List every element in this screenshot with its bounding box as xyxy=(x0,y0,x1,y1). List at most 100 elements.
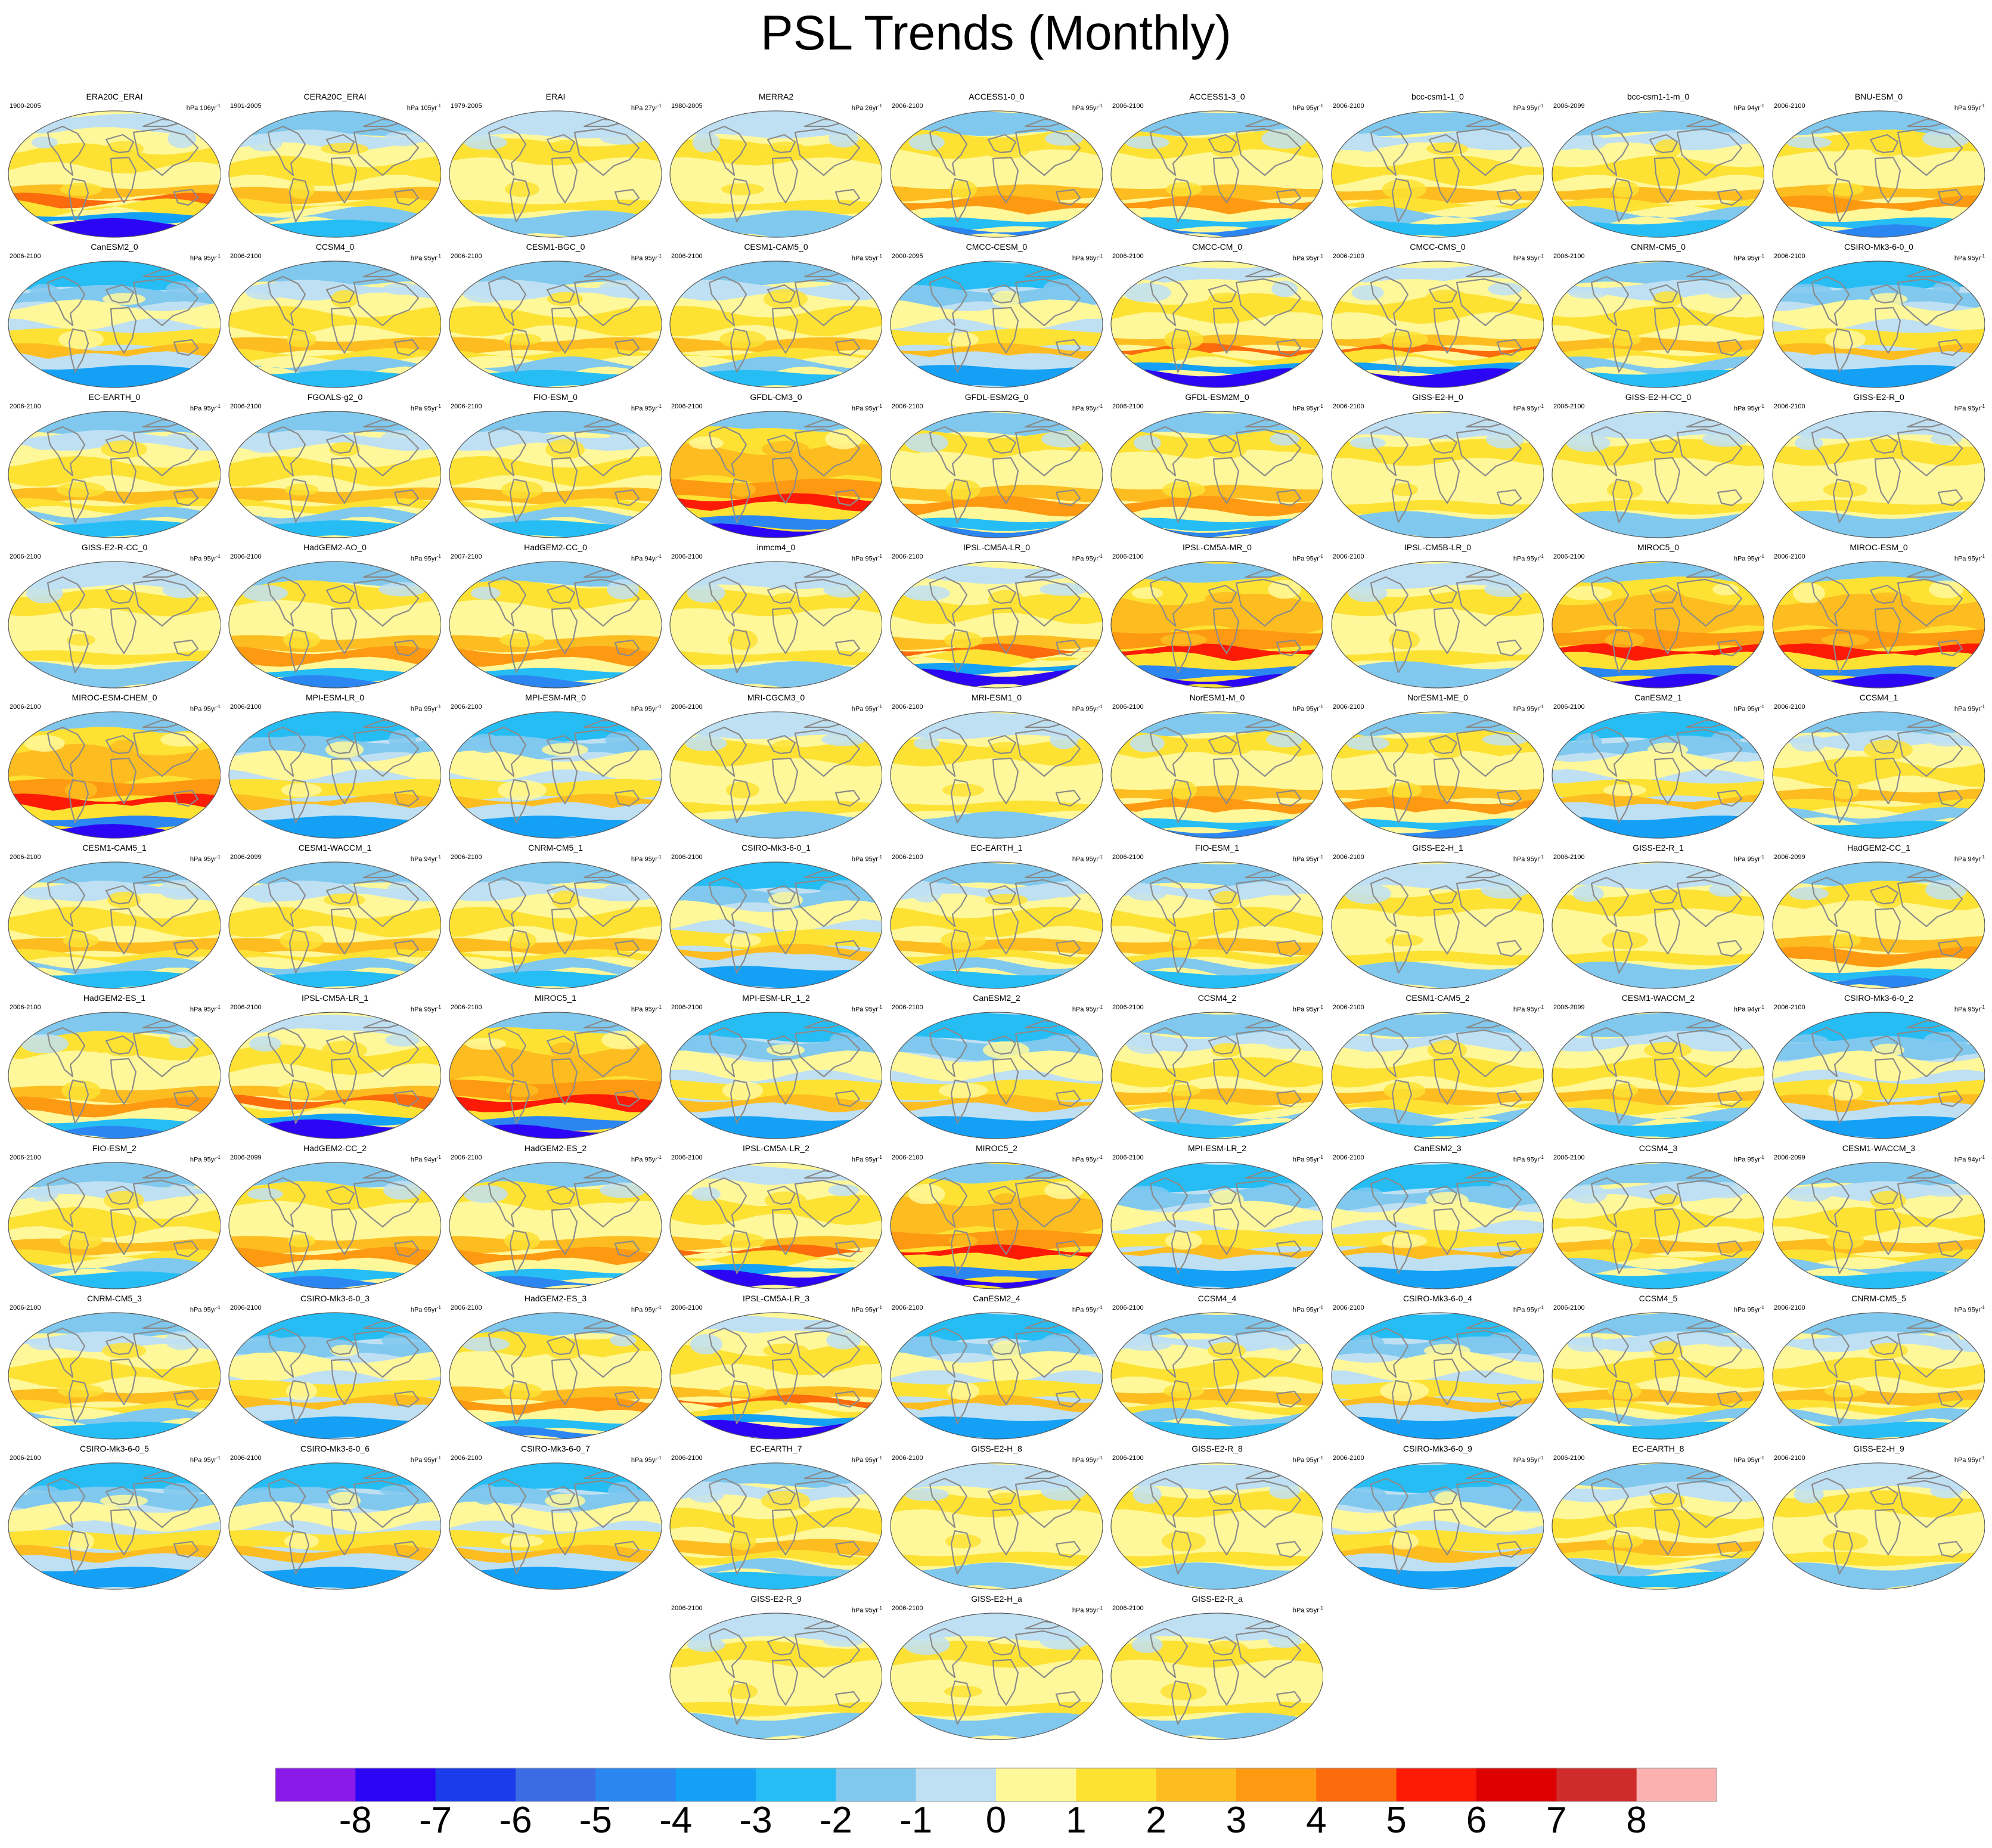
map-panel: GISS-E2-H_9 2006-2100 hPa 95yr-1 xyxy=(1770,1443,1987,1604)
panel-period: 2006-2100 xyxy=(10,253,41,260)
panel-period: 2006-2100 xyxy=(671,553,703,560)
trend-band xyxy=(890,957,1103,979)
trend-band xyxy=(449,430,662,451)
map-panel: CanESM2_4 2006-2100 hPa 95yr-1 xyxy=(888,1292,1105,1453)
panel-period: 1900-2005 xyxy=(10,103,41,110)
panel-units-text: hPa 95yr xyxy=(1513,1456,1540,1464)
trend-blob xyxy=(545,439,585,460)
trend-blob xyxy=(944,631,982,649)
trend-map xyxy=(8,1462,221,1590)
units-exponent: -1 xyxy=(1539,1155,1544,1160)
trend-blob xyxy=(468,734,502,753)
colorbar-swatch xyxy=(996,1768,1076,1802)
trend-blob xyxy=(321,142,368,155)
trend-blob xyxy=(825,429,862,449)
panel-units: hPa 95yr-1 xyxy=(1513,253,1544,262)
panel-units-text: hPa 95yr xyxy=(851,1156,878,1164)
panel-units-text: hPa 95yr xyxy=(631,705,657,713)
panel-title: CSIRO-Mk3-6-0_6 xyxy=(300,1444,370,1453)
trend-blob xyxy=(502,1383,542,1399)
panel-units-text: hPa 95yr xyxy=(631,1456,657,1464)
panel-period: 2006-2100 xyxy=(1774,1304,1805,1311)
trend-blob xyxy=(547,1341,584,1360)
colorbar-swatch xyxy=(1396,1768,1477,1802)
trend-blob xyxy=(27,1486,62,1503)
panel-title: ACCESS1-0_0 xyxy=(969,92,1025,101)
panel-period: 2006-2100 xyxy=(671,703,703,711)
trend-blob xyxy=(1569,135,1607,150)
trend-band xyxy=(229,668,441,681)
trend-blob xyxy=(1652,1341,1683,1360)
trend-band xyxy=(1552,925,1764,956)
panel-title: FIO-ESM_1 xyxy=(1195,843,1239,852)
units-exponent: -1 xyxy=(1980,854,1985,860)
trend-band xyxy=(1332,155,1544,187)
trend-blob xyxy=(992,290,1020,308)
trend-blob xyxy=(109,739,139,760)
trend-blob xyxy=(245,1335,285,1353)
trend-band xyxy=(1332,1351,1544,1382)
trend-blob xyxy=(1161,1682,1207,1701)
units-exponent: -1 xyxy=(1539,854,1544,860)
trend-band xyxy=(890,635,1103,650)
panel-title: CanESM2_2 xyxy=(973,993,1020,1003)
panel-units-text: hPa 95yr xyxy=(410,1456,437,1464)
trend-band xyxy=(670,305,882,337)
trend-band xyxy=(8,1407,221,1430)
panel-period: 2006-2100 xyxy=(230,403,262,410)
trend-map xyxy=(8,861,221,989)
trend-blob xyxy=(104,141,144,157)
panel-title: CNRM-CM5_0 xyxy=(1631,242,1686,252)
trend-map xyxy=(228,711,441,839)
trend-blob xyxy=(767,1044,805,1056)
map-panel: GISS-E2-R_0 2006-2100 hPa 95yr-1 xyxy=(1770,391,1987,552)
trend-blob xyxy=(1426,142,1468,156)
trend-band xyxy=(1773,756,1985,787)
trend-blob xyxy=(1825,330,1866,349)
panel-period: 2006-2100 xyxy=(230,1304,262,1311)
trend-band xyxy=(670,1549,882,1566)
panel-period: 2006-2100 xyxy=(1774,553,1805,560)
trend-band xyxy=(890,1676,1103,1708)
map-panel: CanESM2_3 2006-2100 hPa 95yr-1 xyxy=(1329,1142,1546,1303)
panel-units-text: hPa 95yr xyxy=(1292,555,1319,563)
trend-blob xyxy=(1794,1486,1824,1503)
panel-title: CESM1-WACCM_1 xyxy=(298,843,372,852)
trend-blob xyxy=(165,1331,199,1350)
trend-map xyxy=(1552,561,1764,689)
trend-blob xyxy=(1048,882,1081,898)
units-exponent: -1 xyxy=(1980,1455,1985,1461)
panel-title: MIROC-ESM-CHEM_0 xyxy=(72,693,157,702)
trend-map xyxy=(669,861,882,989)
map-panel: MIROC5_2 2006-2100 hPa 95yr-1 xyxy=(888,1142,1105,1303)
map-panel: CSIRO-Mk3-6-0_4 2006-2100 hPa 95yr-1 xyxy=(1329,1292,1546,1453)
trend-band xyxy=(1332,925,1544,956)
colorbar-swatch xyxy=(1156,1768,1237,1802)
panel-title: CMCC-CMS_0 xyxy=(1410,242,1466,252)
trend-map xyxy=(1772,711,1985,839)
trend-band xyxy=(1111,785,1323,803)
panel-units-text: hPa 95yr xyxy=(1072,855,1099,863)
panel-title: FIO-ESM_2 xyxy=(92,1143,136,1153)
trend-blob xyxy=(1349,1487,1386,1502)
trend-map xyxy=(449,110,662,238)
panel-units-text: hPa 95yr xyxy=(1954,1456,1981,1464)
panel-period: 2006-2100 xyxy=(451,703,482,711)
map-panel: CSIRO-Mk3-6-0_2 2006-2100 hPa 95yr-1 xyxy=(1770,992,1987,1153)
units-exponent: -1 xyxy=(436,854,441,860)
trend-band xyxy=(1111,1331,1323,1353)
trend-band xyxy=(1332,1501,1544,1532)
trend-map xyxy=(449,711,662,839)
trend-band xyxy=(8,184,221,200)
trend-blob xyxy=(58,1384,104,1398)
panel-title: GISS-E2-H_a xyxy=(971,1594,1022,1604)
trend-blob xyxy=(1827,182,1864,196)
panel-title: CNRM-CM5_1 xyxy=(528,843,583,852)
trend-band xyxy=(1111,938,1323,956)
trend-blob xyxy=(907,286,947,299)
trend-band xyxy=(1773,1207,1985,1238)
panel-title: IPSL-CM5A-LR_2 xyxy=(742,1143,810,1153)
trend-band xyxy=(670,1539,882,1556)
colorbar-swatch xyxy=(355,1768,436,1802)
trend-band xyxy=(670,1571,882,1589)
